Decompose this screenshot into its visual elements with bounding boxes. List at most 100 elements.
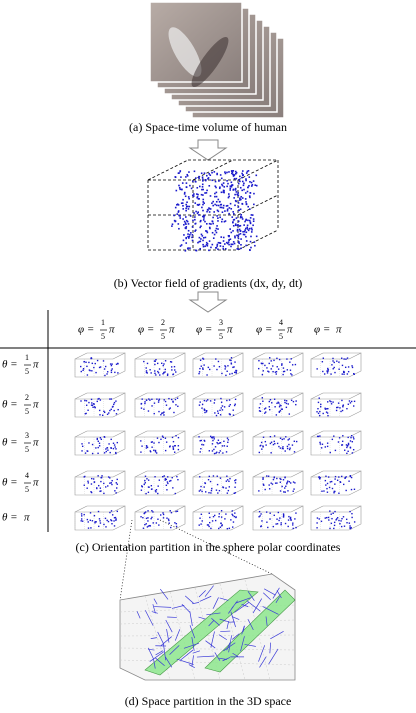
- thumb-point: [258, 410, 261, 412]
- thumb-point: [341, 440, 344, 443]
- thumb-point: [162, 512, 164, 514]
- thumb-point: [336, 360, 338, 362]
- thumb-point: [319, 443, 322, 445]
- thumb-point: [113, 525, 116, 527]
- thumb-point: [145, 371, 148, 374]
- thumb-point: [115, 400, 117, 402]
- thumb-point: [215, 452, 217, 454]
- gradient-point: [183, 234, 185, 236]
- thumb-point: [233, 371, 236, 374]
- thumb-point: [233, 515, 236, 518]
- thumb-point: [176, 510, 179, 512]
- gradient-point: [211, 220, 214, 222]
- gradient-vector: [165, 657, 173, 668]
- thumb-point: [203, 409, 206, 411]
- thumb-point: [263, 484, 265, 486]
- gradient-point: [179, 170, 182, 172]
- thumb-point: [278, 406, 281, 408]
- thumb-point: [153, 449, 155, 452]
- math-symbol: π: [336, 324, 342, 336]
- gradient-point: [217, 217, 219, 219]
- thumb-point: [351, 366, 354, 369]
- thumb-point: [270, 368, 272, 370]
- thumb-point: [116, 362, 119, 365]
- thumb-point: [228, 480, 230, 483]
- gradient-point: [189, 184, 191, 187]
- gradient-point: [245, 240, 248, 242]
- thumb-point: [342, 405, 344, 407]
- gradient-point: [245, 227, 247, 230]
- thumb-point: [276, 523, 279, 525]
- gradient-point: [219, 245, 222, 247]
- gradient-point: [186, 173, 189, 176]
- thumb-point: [334, 490, 336, 493]
- gradient-point: [174, 176, 177, 179]
- thumb-point: [106, 519, 108, 522]
- gradient-point: [204, 236, 207, 239]
- gradient-point: [208, 222, 211, 225]
- thumb-point: [90, 357, 93, 360]
- fraction-den: 5: [101, 332, 105, 341]
- thumb-point: [97, 446, 99, 449]
- thumb-point: [89, 512, 92, 514]
- gradient-point: [231, 171, 234, 174]
- thumb-point: [269, 512, 271, 514]
- gradient-point: [185, 219, 188, 222]
- gradient-point: [218, 187, 221, 190]
- thumb-point: [216, 483, 219, 486]
- thumb-point: [338, 361, 340, 363]
- thumb-point: [169, 445, 171, 447]
- caption: (d) Space partition in the 3D space: [125, 694, 292, 708]
- gradient-vector: [206, 612, 221, 616]
- gradient-point: [180, 176, 182, 178]
- gradient-point: [214, 185, 217, 188]
- gradient-point: [243, 224, 245, 226]
- thumb-point: [110, 398, 113, 400]
- thumb-point: [235, 516, 237, 518]
- thumb-point: [161, 475, 164, 478]
- thumb-point: [156, 398, 158, 400]
- thumb-point: [148, 486, 150, 488]
- thumb-point: [347, 443, 350, 446]
- thumb-point: [317, 408, 319, 410]
- thumb-point: [107, 485, 109, 487]
- gradient-point: [190, 187, 193, 190]
- thumb-point: [111, 368, 113, 370]
- thumb-point: [146, 446, 149, 449]
- gradient-vector: [247, 591, 255, 601]
- thumb-point: [266, 367, 268, 369]
- gradient-point: [203, 202, 205, 204]
- thumb-point: [264, 440, 267, 443]
- thumb-point: [326, 370, 328, 372]
- thumb-point: [290, 518, 292, 521]
- thumb-point: [144, 523, 146, 526]
- thumb-edge: [74, 505, 88, 513]
- thumb-point: [226, 492, 229, 494]
- gradient-point: [245, 179, 247, 182]
- thumb-point: [173, 451, 176, 453]
- gradient-point: [245, 201, 247, 203]
- gradient-point: [204, 192, 206, 194]
- thumb-point: [101, 475, 103, 477]
- thumb-point: [333, 527, 335, 530]
- gradient-point: [200, 238, 202, 240]
- gradient-point: [237, 240, 240, 243]
- gradient-point: [239, 224, 242, 227]
- thumb-point: [84, 413, 87, 415]
- math-symbol: π: [227, 324, 233, 336]
- thumb-point: [329, 400, 331, 402]
- thumb-point: [109, 482, 111, 484]
- gradient-point: [212, 237, 215, 239]
- thumb-point: [109, 409, 111, 412]
- thumb-point: [289, 361, 291, 363]
- gradient-vector: [189, 611, 193, 627]
- thumb-point: [201, 490, 203, 493]
- gradient-point: [232, 189, 235, 191]
- thumb-point: [353, 373, 355, 375]
- thumb-point: [140, 516, 142, 518]
- gradient-point: [215, 195, 218, 198]
- thumb-point: [110, 371, 113, 374]
- thumb-point: [157, 372, 160, 374]
- gradient-point: [208, 249, 210, 252]
- thumb-point: [288, 443, 290, 446]
